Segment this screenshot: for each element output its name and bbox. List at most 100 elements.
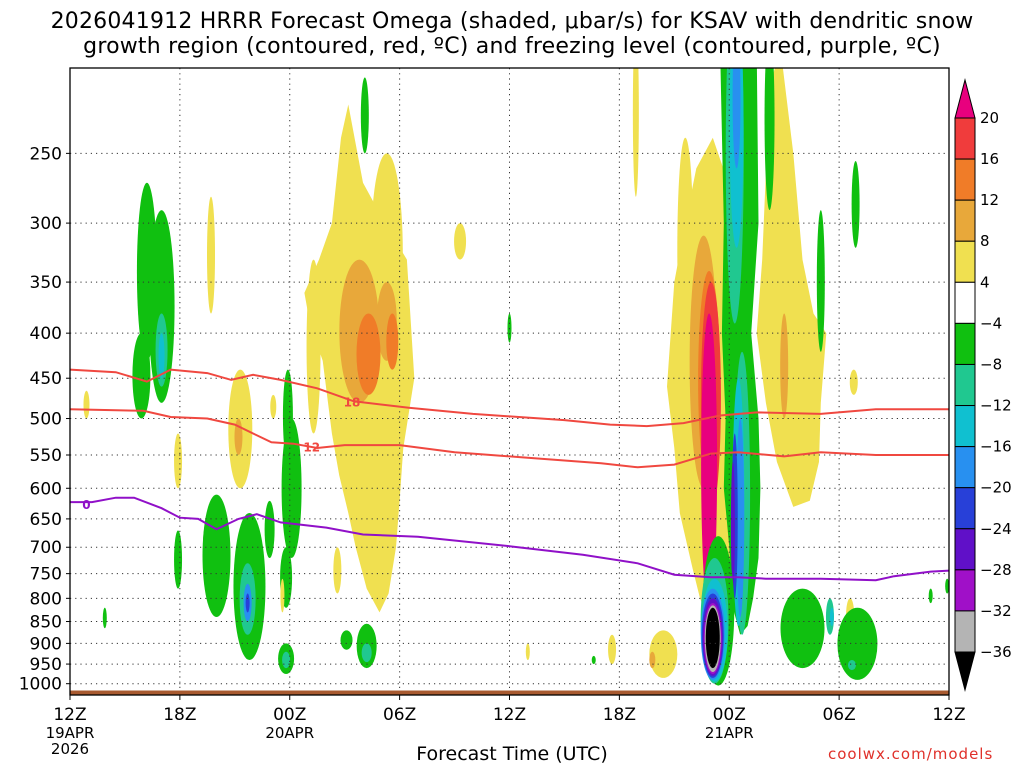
y-tick-label-1000: 1000 bbox=[19, 675, 62, 695]
x-date-label-12: 20APR bbox=[265, 724, 314, 742]
omega-blob-32 bbox=[306, 259, 321, 434]
omega-blob-23 bbox=[280, 578, 285, 613]
omega-blob-44 bbox=[649, 651, 656, 669]
colorbar-label-13: −36 bbox=[980, 643, 1012, 661]
omega-blob-71 bbox=[780, 313, 789, 419]
omega-blob-1 bbox=[132, 333, 151, 419]
x-tick-label-0: 12Z bbox=[53, 705, 86, 725]
chart-title-line1: 2026041912 HRRR Forecast Omega (shaded, … bbox=[50, 9, 974, 34]
ground-surface bbox=[70, 690, 949, 695]
colorbar-box-10 bbox=[954, 528, 976, 571]
omega-blob-16 bbox=[207, 196, 216, 314]
contour-line--18 bbox=[70, 368, 949, 428]
omega-blob-31 bbox=[386, 313, 399, 370]
colorbar-box-1 bbox=[954, 158, 976, 201]
x-tick-label-36: 00Z bbox=[713, 705, 746, 725]
omega-blob-15 bbox=[264, 500, 275, 559]
omega-blob-73 bbox=[816, 210, 825, 352]
colorbar-box-0 bbox=[954, 117, 976, 160]
colorbar-label-10: −24 bbox=[980, 520, 1012, 538]
omega-blob-72 bbox=[764, 68, 775, 211]
omega-blob-37 bbox=[360, 77, 369, 154]
omega-area-70 bbox=[756, 68, 827, 507]
omega-blob-40 bbox=[525, 643, 530, 661]
x-tick-label-24: 12Z bbox=[493, 705, 526, 725]
y-tick-label-750: 750 bbox=[30, 565, 62, 585]
x-tick-label-6: 18Z bbox=[163, 705, 196, 725]
x-tick-label-48: 12Z bbox=[932, 705, 965, 725]
colorbar-label-8: −16 bbox=[980, 438, 1012, 456]
omega-blob-77 bbox=[780, 588, 825, 669]
omega-blob-33 bbox=[333, 547, 342, 594]
omega-blob-30 bbox=[356, 313, 381, 395]
y-tick-label-400: 400 bbox=[30, 324, 62, 344]
x-date-label-0: 19APR bbox=[46, 724, 95, 742]
omega-blob-42 bbox=[632, 68, 639, 197]
omega-shading bbox=[83, 68, 949, 686]
y-axis: 2503003504004505005506006507007508008509… bbox=[19, 144, 70, 695]
colorbar-top-arrow bbox=[954, 78, 976, 119]
x-tick-label-12: 00Z bbox=[273, 705, 306, 725]
omega-blob-75 bbox=[849, 369, 858, 395]
colorbar-label-1: 16 bbox=[980, 150, 999, 168]
grid bbox=[70, 68, 949, 695]
x-date-label-36: 21APR bbox=[705, 724, 754, 742]
omega-blob-13 bbox=[245, 593, 250, 613]
contour-label-0: 0 bbox=[82, 498, 90, 512]
omega-blob-6 bbox=[174, 433, 183, 489]
colorbar-box-2 bbox=[954, 199, 976, 242]
omega-blob-60 bbox=[730, 461, 735, 589]
y-tick-label-450: 450 bbox=[30, 369, 62, 389]
colorbar-bottom-arrow bbox=[954, 651, 976, 692]
omega-blob-5 bbox=[83, 390, 90, 419]
omega-blob-19 bbox=[270, 394, 277, 419]
colorbar-box-11 bbox=[954, 569, 976, 612]
omega-blob-2 bbox=[148, 210, 175, 403]
y-tick-label-250: 250 bbox=[30, 144, 62, 164]
omega-blob-69 bbox=[705, 607, 720, 669]
y-tick-label-550: 550 bbox=[30, 446, 62, 466]
omega-blob-7 bbox=[174, 530, 183, 589]
colorbar-box-3 bbox=[954, 240, 976, 283]
contour-line--12 bbox=[70, 408, 949, 469]
y-tick-label-700: 700 bbox=[30, 538, 62, 558]
colorbar: 20 16 12 8 4 −4 −8 −12 −16 −20 −24 −28 −32 −36 bbox=[954, 78, 1012, 692]
colorbar-label-9: −20 bbox=[980, 479, 1012, 497]
y-tick-label-900: 900 bbox=[30, 634, 62, 654]
omega-blob-36 bbox=[340, 630, 353, 650]
y-tick-label-800: 800 bbox=[30, 589, 62, 609]
chart-title-line2: growth region (contoured, red, ºC) and f… bbox=[83, 34, 941, 59]
colorbar-label-5: −4 bbox=[980, 314, 1002, 332]
colorbar-label-4: 4 bbox=[980, 273, 990, 291]
x-tick-label-30: 18Z bbox=[603, 705, 636, 725]
colorbar-box-5 bbox=[954, 322, 976, 365]
omega-blob-43 bbox=[649, 630, 678, 678]
omega-blob-35 bbox=[361, 643, 372, 663]
omega-blob-8 bbox=[102, 607, 107, 629]
colorbar-label-11: −28 bbox=[980, 561, 1012, 579]
contour-line-0 bbox=[70, 496, 949, 582]
y-tick-label-600: 600 bbox=[30, 479, 62, 499]
omega-blob-82 bbox=[945, 578, 949, 594]
x-tick-label-18: 06Z bbox=[383, 705, 416, 725]
colorbar-label-7: −12 bbox=[980, 397, 1012, 415]
x-tick-label-42: 06Z bbox=[822, 705, 855, 725]
x-year-label-0: 2026 bbox=[51, 740, 89, 758]
ground-fill bbox=[70, 690, 949, 695]
colorbar-box-4 bbox=[954, 281, 976, 324]
colorbar-label-6: −8 bbox=[980, 355, 1002, 373]
omega-blob-74 bbox=[851, 160, 860, 248]
y-tick-label-950: 950 bbox=[30, 655, 62, 675]
credit-text: coolwx.com/models bbox=[828, 745, 994, 763]
colorbar-box-12 bbox=[954, 610, 976, 653]
omega-blob-47 bbox=[677, 137, 694, 361]
omega-blob-45 bbox=[608, 634, 617, 665]
contour-label--18: 18 bbox=[344, 395, 361, 409]
colorbar-label-3: 8 bbox=[980, 232, 990, 250]
colorbar-box-6 bbox=[954, 363, 976, 407]
omega-blob-81 bbox=[847, 660, 856, 671]
y-tick-label-850: 850 bbox=[30, 613, 62, 633]
omega-blob-51 bbox=[701, 313, 718, 615]
